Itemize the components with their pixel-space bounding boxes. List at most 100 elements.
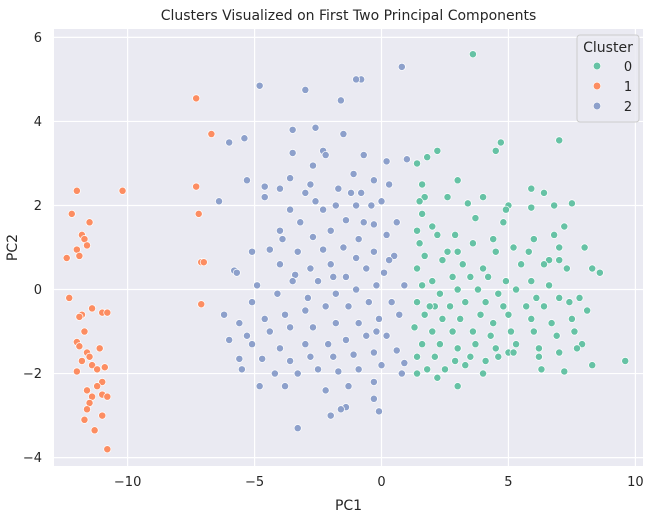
cluster-0-point — [555, 256, 564, 265]
cluster-0-point — [423, 153, 432, 162]
cluster-0-point — [438, 314, 447, 323]
cluster-0-point — [512, 285, 521, 294]
cluster-2-point — [392, 218, 401, 227]
legend-label-2: 2 — [624, 100, 632, 115]
y-tick-label: 4 — [34, 115, 42, 130]
cluster-2-point — [306, 180, 315, 189]
cluster-2-point — [232, 268, 241, 277]
cluster-1-point — [192, 182, 201, 191]
cluster-0-point — [418, 209, 427, 218]
y-tick-label: −4 — [23, 451, 42, 466]
cluster-1-point — [72, 367, 81, 376]
cluster-0-point — [527, 314, 536, 323]
cluster-2-point — [400, 281, 409, 290]
cluster-0-point — [534, 352, 543, 361]
cluster-1-point — [197, 300, 206, 309]
cluster-1-point — [103, 392, 112, 401]
cluster-2-point — [369, 247, 378, 256]
cluster-2-point — [301, 340, 310, 349]
grid-lines — [54, 29, 643, 466]
legend-marker-0 — [592, 61, 602, 71]
cluster-2-point — [215, 197, 223, 206]
cluster-0-point — [560, 367, 569, 376]
cluster-2-point — [248, 247, 256, 256]
cluster-0-point — [555, 293, 564, 302]
cluster-2-point — [286, 357, 295, 365]
cluster-2-point — [235, 354, 244, 363]
cluster-0-point — [468, 239, 477, 248]
y-axis-label: PC2 — [5, 234, 21, 261]
cluster-0-point — [474, 285, 482, 294]
cluster-2-point — [319, 245, 328, 254]
cluster-2-point — [390, 251, 399, 260]
cluster-0-point — [418, 340, 427, 349]
cluster-2-point — [329, 352, 338, 361]
cluster-2-point — [385, 180, 394, 189]
cluster-2-point — [339, 130, 348, 138]
cluster-2-point — [314, 277, 322, 286]
cluster-2-point — [326, 260, 335, 269]
cluster-0-point — [461, 361, 470, 370]
cluster-2-point — [352, 285, 361, 294]
cluster-2-point — [301, 306, 310, 315]
cluster-0-point — [448, 327, 457, 336]
cluster-2-point — [326, 411, 335, 420]
cluster-2-point — [293, 247, 302, 256]
cluster-2-point — [235, 319, 244, 328]
cluster-0-point — [435, 289, 444, 298]
cluster-0-point — [413, 264, 421, 273]
cluster-1-point — [93, 365, 102, 374]
y-tick-label: 0 — [34, 283, 42, 298]
cluster-2-point — [258, 354, 267, 363]
cluster-0-point — [413, 369, 421, 378]
cluster-1-point — [88, 304, 97, 313]
cluster-0-point — [471, 340, 480, 349]
cluster-0-point — [507, 327, 515, 336]
cluster-0-point — [537, 365, 546, 374]
cluster-0-point — [555, 348, 564, 357]
cluster-0-point — [479, 264, 488, 273]
cluster-2-point — [336, 96, 345, 105]
cluster-0-point — [451, 230, 460, 239]
cluster-2-point — [397, 369, 406, 378]
cluster-2-point — [369, 176, 378, 185]
cluster-0-point — [476, 310, 485, 319]
cluster-2-point — [301, 85, 310, 94]
cluster-0-point — [433, 373, 442, 382]
cluster-0-point — [453, 285, 462, 294]
cluster-2-point — [286, 205, 295, 214]
cluster-0-point — [562, 264, 571, 273]
cluster-0-point — [509, 348, 518, 357]
cluster-2-point — [334, 367, 343, 376]
cluster-2-point — [286, 323, 295, 332]
cluster-2-point — [354, 319, 363, 328]
cluster-2-point — [362, 264, 371, 273]
cluster-2-point — [347, 188, 355, 197]
cluster-0-point — [567, 314, 576, 323]
legend-label-1: 1 — [624, 80, 632, 95]
cluster-1-point — [75, 342, 84, 351]
cluster-2-point — [359, 218, 368, 227]
cluster-0-point — [588, 361, 597, 370]
cluster-0-point — [446, 302, 455, 311]
cluster-2-point — [301, 188, 310, 197]
cluster-0-point — [486, 331, 495, 340]
cluster-2-point — [397, 62, 406, 71]
cluster-1-point — [62, 254, 71, 262]
cluster-0-point — [578, 340, 587, 349]
cluster-2-point — [303, 293, 312, 302]
cluster-1-point — [103, 445, 112, 454]
cluster-2-point — [382, 331, 391, 340]
x-axis-label: PC1 — [335, 498, 362, 514]
cluster-2-point — [344, 382, 353, 391]
x-tick-label: −5 — [245, 475, 264, 490]
legend-marker-1 — [592, 81, 602, 91]
cluster-0-point — [418, 281, 427, 290]
cluster-2-point — [321, 386, 330, 395]
cluster-0-point — [438, 256, 447, 265]
cluster-1-point — [85, 352, 94, 361]
cluster-1-point — [194, 209, 203, 218]
cluster-0-point — [433, 230, 442, 239]
cluster-0-point — [588, 264, 597, 273]
